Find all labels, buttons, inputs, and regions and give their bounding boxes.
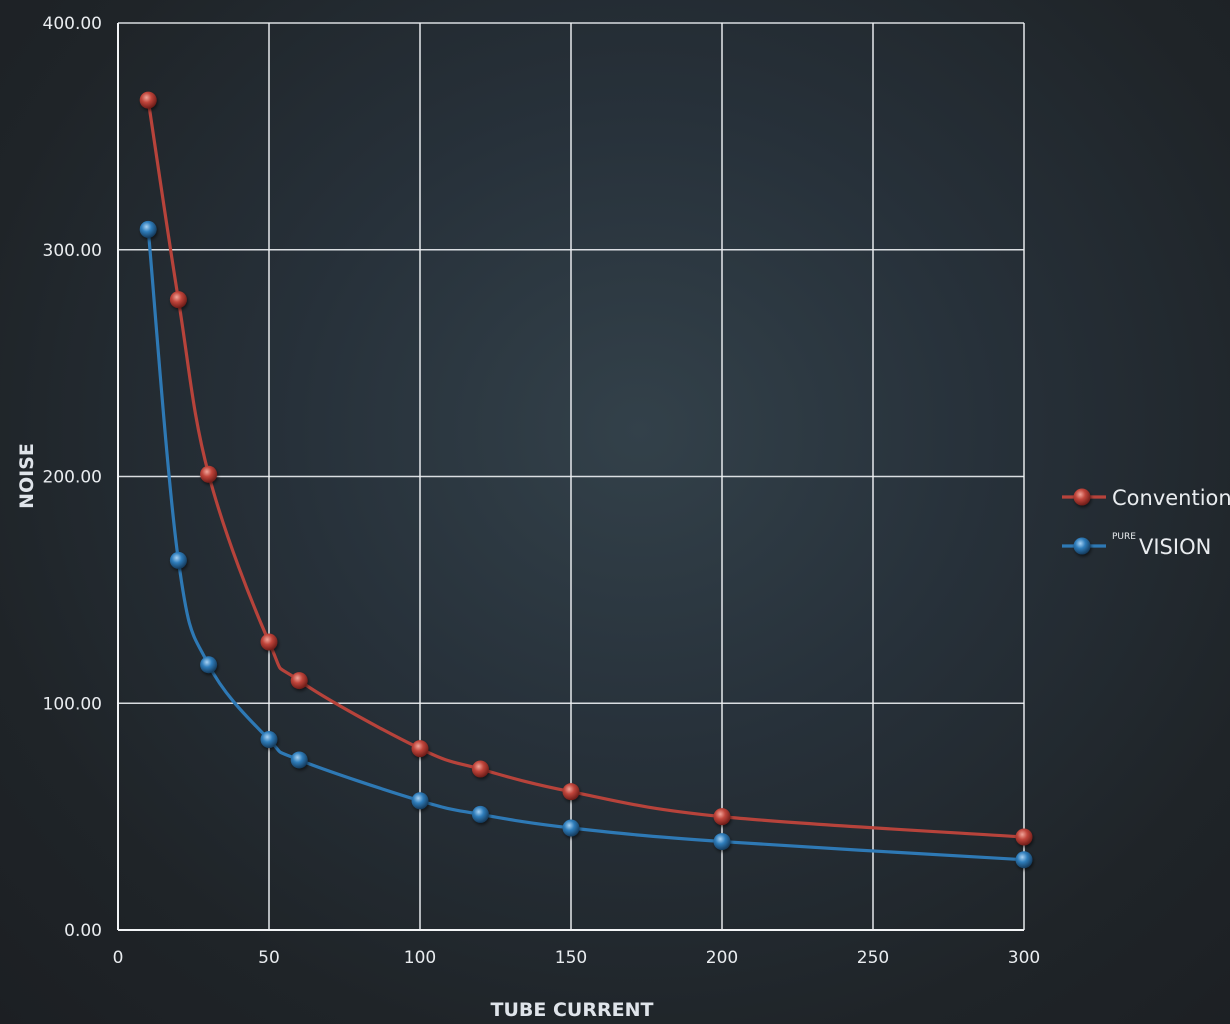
- series-purevision: [139, 220, 1033, 869]
- x-tick-label: 0: [113, 948, 124, 968]
- series-layer: [139, 91, 1033, 869]
- data-point: [1015, 851, 1033, 869]
- x-axis-title: TUBE CURRENT: [491, 999, 654, 1021]
- series-line: [146, 229, 1025, 862]
- series-conventional: [139, 91, 1033, 846]
- data-point: [562, 819, 580, 837]
- x-axis-ticks: 0 50 100 150 200 250 300: [113, 948, 1041, 968]
- y-tick-label: 0.00: [64, 921, 102, 941]
- y-tick-label: 200.00: [43, 468, 102, 488]
- data-point: [713, 808, 731, 826]
- x-tick-label: 100: [404, 948, 436, 968]
- data-point: [290, 672, 308, 690]
- x-tick-label: 50: [258, 948, 280, 968]
- legend-label-superscript: PURE: [1112, 532, 1136, 542]
- data-point: [260, 633, 278, 651]
- data-point: [713, 833, 731, 851]
- data-point: [139, 220, 157, 238]
- legend-label: Conventional: [1112, 486, 1230, 510]
- x-tick-label: 300: [1008, 948, 1040, 968]
- y-tick-label: 400.00: [43, 14, 102, 34]
- legend-swatch-marker: [1073, 488, 1091, 506]
- data-point: [290, 751, 308, 769]
- x-tick-label: 150: [555, 948, 587, 968]
- axes: [117, 23, 1024, 931]
- data-point: [471, 805, 489, 823]
- data-point: [200, 656, 218, 674]
- data-point: [139, 91, 157, 109]
- legend-swatch-marker: [1073, 537, 1091, 555]
- data-point: [1015, 828, 1033, 846]
- data-point: [562, 783, 580, 801]
- data-point: [169, 291, 187, 309]
- legend-item: Conventional: [1062, 486, 1230, 510]
- x-tick-label: 250: [857, 948, 889, 968]
- data-point: [200, 465, 218, 483]
- y-axis-title: NOISE: [16, 443, 38, 509]
- legend-label: VISION: [1139, 535, 1211, 559]
- data-point: [411, 792, 429, 810]
- legend-item: PURE VISION: [1062, 532, 1211, 559]
- data-point: [169, 551, 187, 569]
- grid-lines: [118, 22, 1025, 930]
- y-tick-label: 100.00: [43, 694, 102, 714]
- x-tick-label: 200: [706, 948, 738, 968]
- series-line: [146, 99, 1025, 839]
- y-tick-label: 300.00: [43, 241, 102, 261]
- y-axis-ticks: 0.00 100.00 200.00 300.00 400.00: [43, 14, 102, 941]
- data-point: [471, 760, 489, 778]
- data-point: [260, 731, 278, 749]
- data-point: [411, 740, 429, 758]
